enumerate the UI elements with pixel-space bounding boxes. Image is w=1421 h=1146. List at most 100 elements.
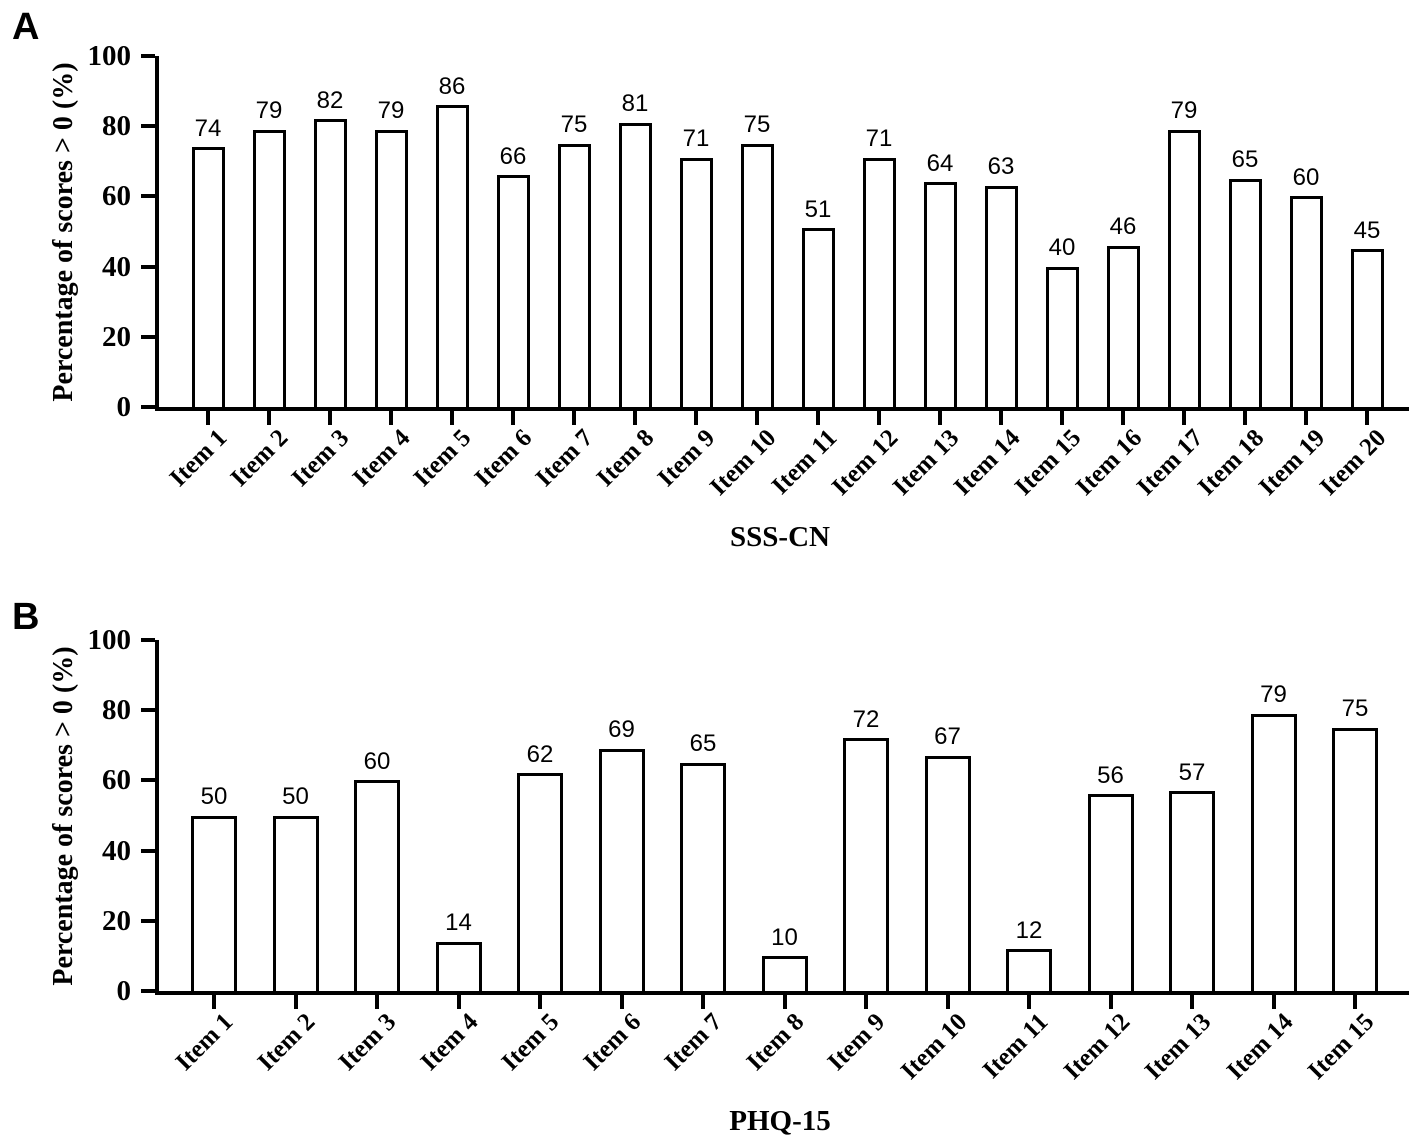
y-axis-tick (141, 405, 155, 409)
x-axis-tick (694, 411, 698, 425)
x-axis-tick (212, 995, 216, 1009)
bar-value-label: 50 (200, 783, 228, 811)
x-axis-tick (619, 995, 624, 1009)
bar-value-label: 65 (1231, 146, 1259, 174)
bar-value-label: 63 (987, 153, 1015, 181)
y-axis-tick-label: 0 (116, 975, 132, 1007)
bar-value-label: 72 (852, 705, 880, 733)
bar-value-label: 75 (560, 111, 588, 139)
x-axis-tick (864, 995, 868, 1009)
x-axis-tick (1353, 995, 1357, 1009)
y-axis-tick (141, 194, 155, 199)
bar-value-label: 50 (282, 783, 309, 811)
y-axis-tick (141, 778, 155, 783)
x-axis-tick (877, 411, 881, 425)
y-axis-tick-label: 40 (102, 834, 131, 867)
y-axis-tick-label: 0 (116, 391, 132, 423)
x-axis-tick (782, 995, 787, 1009)
bar-value-label: 69 (608, 716, 635, 744)
panel-b-plot-area: 0 20 40 60 80 100 50 Item 1 50 Item 2 60 Item 3 14 It… (88, 625, 1409, 1085)
x-axis-tick (456, 995, 461, 1009)
bar (598, 748, 645, 991)
bar (801, 228, 835, 407)
bar (1106, 245, 1140, 407)
bar (984, 185, 1018, 407)
y-axis-tick-label: 80 (102, 110, 131, 143)
y-axis-tick-label: 100 (87, 624, 132, 656)
x-axis-tick (538, 995, 542, 1009)
bar-value-label: 79 (377, 97, 405, 125)
x-axis-tick (267, 411, 271, 425)
y-axis-tick-label: 60 (102, 180, 131, 213)
x-axis-tick (375, 995, 379, 1009)
x-axis-tick (1060, 411, 1064, 425)
bar-value-label: 40 (1048, 234, 1076, 262)
x-axis-tick (1271, 995, 1276, 1009)
bar-value-label: 56 (1097, 762, 1124, 790)
bar-value-label: 14 (445, 909, 472, 937)
x-axis-tick (755, 411, 759, 425)
bar (843, 738, 889, 991)
bar-value-label: 10 (771, 923, 798, 951)
bar-value-label: 81 (621, 90, 649, 118)
bar (1350, 249, 1384, 407)
bar (313, 119, 347, 407)
bar-value-label: 66 (499, 142, 527, 170)
bar (557, 143, 591, 407)
bar (517, 773, 563, 991)
bar-value-label: 57 (1178, 758, 1206, 786)
bar-value-label: 60 (1292, 164, 1320, 192)
bar (1289, 196, 1323, 407)
bar (272, 815, 319, 991)
bar-value-label: 67 (934, 723, 961, 751)
bar-value-label: 64 (926, 149, 954, 177)
bar (740, 143, 774, 407)
x-axis-tick (1182, 411, 1186, 425)
y-axis-tick (141, 334, 155, 339)
x-axis-tick (701, 995, 705, 1009)
bar (761, 955, 808, 991)
bar (252, 129, 286, 407)
panel-a-plot-area: 0 20 40 60 80 100 74 Item 1 79 Item 2 82 Item 3 79 It… (88, 41, 1409, 501)
bar (1169, 790, 1215, 991)
y-axis-tick (141, 54, 155, 58)
x-axis-tick (450, 411, 454, 425)
bar-value-label: 82 (316, 86, 344, 114)
bar (1045, 266, 1079, 407)
y-axis-tick (141, 638, 155, 642)
bar (496, 175, 530, 407)
y-axis-tick (141, 848, 155, 853)
x-axis-tick (1365, 411, 1369, 425)
bar-value-label: 79 (255, 97, 283, 125)
bar (435, 105, 469, 407)
panel-b-x-axis-title: PHQ-15 (729, 1105, 831, 1137)
bar (435, 941, 482, 991)
bar (1332, 727, 1378, 991)
y-axis-tick (141, 989, 155, 993)
x-axis-tick (511, 411, 515, 425)
bar-value-label: 12 (1015, 916, 1043, 944)
bar (1087, 794, 1134, 991)
x-axis-tick (389, 411, 393, 425)
y-axis-tick-label: 20 (102, 904, 131, 937)
bar-value-label: 46 (1109, 213, 1137, 241)
panel-b-letter: B (12, 596, 40, 638)
y-axis-tick (141, 124, 155, 129)
bar-value-label: 45 (1353, 216, 1381, 244)
bar (679, 157, 713, 407)
panel-a-letter: A (12, 6, 40, 48)
bar (1006, 948, 1052, 991)
bar (191, 147, 225, 407)
x-axis-tick (1243, 411, 1247, 425)
bar-value-label: 79 (1170, 97, 1198, 125)
x-axis-tick (328, 411, 332, 425)
bar (354, 780, 400, 991)
bar-value-label: 51 (804, 195, 832, 223)
bar (1167, 129, 1201, 407)
y-axis-tick-label: 20 (102, 320, 131, 353)
bar-value-label: 71 (865, 125, 893, 153)
bar (1228, 178, 1262, 407)
bar (1250, 713, 1297, 991)
panel-a-x-axis-title: SSS-CN (730, 521, 830, 553)
x-axis-tick (206, 411, 210, 425)
